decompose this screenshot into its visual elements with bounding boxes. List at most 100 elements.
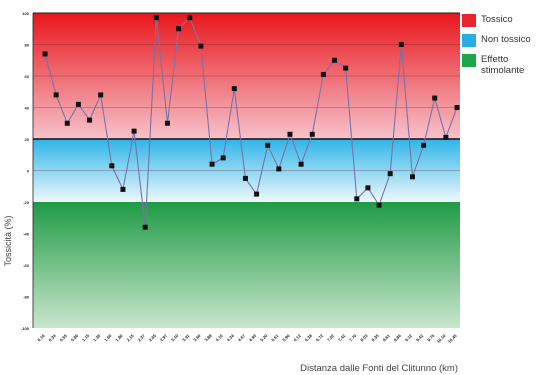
x-tick-label: 1.80 bbox=[114, 333, 124, 343]
x-tick-label: 1.15 bbox=[81, 333, 91, 343]
x-tick-label: 3.41 bbox=[181, 333, 191, 343]
data-point bbox=[75, 101, 81, 107]
data-point bbox=[320, 71, 326, 77]
legend: Tossico Non tossico Effetto stimolante bbox=[462, 14, 536, 88]
x-tick-label: 2.97 bbox=[159, 333, 169, 343]
x-tick-label: 3.88 bbox=[203, 333, 213, 343]
x-tick-label: 0.86 bbox=[70, 333, 80, 343]
data-point bbox=[343, 65, 349, 71]
band-effetto-stimolante bbox=[33, 202, 460, 328]
data-point bbox=[187, 15, 193, 21]
x-tick-label: 2.37 bbox=[137, 333, 147, 343]
x-tick-label: 0.55 bbox=[59, 333, 69, 343]
x-tick-label: 8.61 bbox=[382, 333, 392, 343]
data-point bbox=[265, 142, 271, 148]
x-tick-label: 7.42 bbox=[337, 333, 347, 343]
x-tick-label: 2.65 bbox=[148, 333, 158, 343]
y-tick-label: 40 bbox=[25, 106, 30, 111]
data-point bbox=[354, 196, 360, 202]
y-tick-label: -100 bbox=[21, 326, 30, 331]
data-point bbox=[443, 134, 449, 140]
x-tick-label: 7.02 bbox=[326, 333, 336, 343]
legend-swatch-tossico bbox=[462, 14, 476, 27]
data-point bbox=[421, 142, 427, 148]
y-tick-label: 20 bbox=[25, 137, 30, 142]
data-point bbox=[242, 175, 248, 181]
data-point bbox=[309, 131, 315, 137]
legend-item-tossico: Tossico bbox=[462, 14, 536, 34]
data-point bbox=[409, 174, 415, 180]
x-tick-label: 6.72 bbox=[315, 333, 325, 343]
data-point bbox=[254, 191, 260, 197]
legend-swatch-non-tossico bbox=[462, 34, 476, 47]
y-tick-label: 60 bbox=[25, 74, 30, 79]
y-tick-label: -80 bbox=[23, 295, 30, 300]
x-axis-label: Distanza dalle Fonti del Clitunno (km) bbox=[300, 363, 458, 374]
legend-item-effetto-stimolante: Effetto stimolante bbox=[462, 54, 536, 88]
x-tick-label: 6.38 bbox=[304, 333, 314, 343]
data-point bbox=[64, 120, 70, 126]
x-tick-label: 8.86 bbox=[393, 333, 403, 343]
x-tick-label: 5.20 bbox=[259, 333, 269, 343]
x-tick-label: 0.16 bbox=[36, 333, 46, 343]
data-point bbox=[176, 26, 182, 32]
x-tick-label: 7.70 bbox=[348, 333, 358, 343]
legend-label-effetto-stimolante: Effetto stimolante bbox=[481, 54, 525, 76]
x-tick-label: 1.35 bbox=[92, 333, 102, 343]
x-tick-label: 9.12 bbox=[404, 333, 414, 343]
legend-swatch-effetto-stimolante bbox=[462, 54, 476, 67]
y-tick-label: 100 bbox=[22, 11, 29, 16]
data-point bbox=[298, 161, 304, 167]
data-point bbox=[120, 186, 126, 192]
data-point bbox=[432, 95, 438, 101]
data-point bbox=[365, 185, 371, 191]
data-point bbox=[276, 166, 282, 172]
data-point bbox=[376, 202, 382, 208]
data-point bbox=[454, 105, 460, 110]
x-tick-label: 8.35 bbox=[370, 333, 380, 343]
series-line bbox=[44, 16, 458, 228]
x-tick-label: 10.45 bbox=[447, 333, 458, 344]
data-point bbox=[387, 171, 393, 177]
x-tick-label: 9.75 bbox=[426, 333, 436, 343]
x-tick-label: 5.90 bbox=[281, 333, 291, 343]
x-tick-label: 4.10 bbox=[215, 333, 225, 343]
data-point bbox=[398, 42, 404, 47]
data-point bbox=[332, 57, 338, 63]
y-tick-label: -40 bbox=[23, 232, 30, 237]
x-tick-label: 3.10 bbox=[170, 333, 180, 343]
x-tick-label: 9.42 bbox=[415, 333, 425, 343]
data-point bbox=[198, 43, 204, 49]
x-tick-label: 0.34 bbox=[48, 333, 58, 343]
x-tick-label: 3.60 bbox=[192, 333, 202, 343]
data-point bbox=[209, 161, 215, 167]
x-tick-label: 6.12 bbox=[293, 333, 303, 343]
data-point bbox=[42, 51, 48, 57]
data-point bbox=[287, 131, 293, 137]
y-tick-label: 80 bbox=[25, 43, 30, 48]
x-tick-label: 4.93 bbox=[248, 333, 258, 343]
legend-label-tossico: Tossico bbox=[481, 14, 513, 25]
y-tick-label: 0 bbox=[27, 169, 30, 174]
y-axis-label: Tossicità (%) bbox=[3, 215, 13, 266]
y-tick-label: -20 bbox=[23, 200, 30, 205]
x-tick-label: 4.34 bbox=[226, 333, 236, 343]
data-point bbox=[131, 128, 137, 134]
x-tick-label: 8.03 bbox=[359, 333, 369, 343]
data-point bbox=[53, 92, 59, 98]
x-tick-label: 10.10 bbox=[436, 333, 447, 344]
data-point bbox=[231, 86, 237, 92]
data-point bbox=[153, 15, 159, 21]
data-point bbox=[87, 117, 93, 123]
x-tick-label: 4.67 bbox=[237, 333, 247, 343]
x-tick-label: 1.66 bbox=[103, 333, 113, 343]
x-tick-label: 5.61 bbox=[270, 333, 280, 343]
y-tick-label: -60 bbox=[23, 263, 30, 268]
x-tick-label: 2.15 bbox=[125, 333, 135, 343]
legend-item-non-tossico: Non tossico bbox=[462, 34, 536, 54]
legend-label-non-tossico: Non tossico bbox=[481, 34, 531, 45]
data-point bbox=[164, 120, 170, 126]
data-point bbox=[142, 224, 148, 230]
data-point bbox=[98, 92, 104, 98]
